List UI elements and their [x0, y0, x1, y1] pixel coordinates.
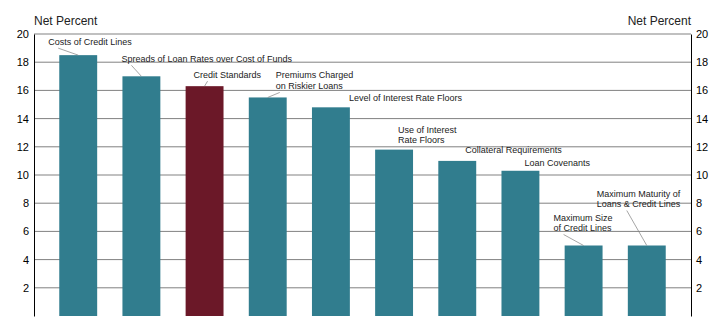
category-label: Level of Interest Rate Floors	[349, 93, 462, 104]
tick-label: 18	[17, 56, 29, 68]
tick-label: 14	[696, 113, 708, 125]
tick-label: 18	[696, 56, 708, 68]
tick-label: 12	[696, 141, 708, 153]
tick: 20	[17, 28, 34, 40]
category-label: Loan Covenants	[524, 157, 590, 168]
chart-container: 2 4 6 8 10 12 14 16 18 20 2 4 6 8 10 12 14 16 18 20 Net Perc…	[0, 0, 725, 328]
bars	[59, 55, 665, 316]
category-label: Spreads of Loan Rates over Cost of Funds	[121, 54, 292, 65]
tick-label: 6	[696, 225, 702, 237]
tick-label: 2	[696, 282, 702, 294]
axis-line	[34, 35, 35, 317]
chart: 2 4 6 8 10 12 14 16 18 20 2 4 6 8 10 12 14 16 18 20 Net Perc…	[0, 0, 725, 328]
tick-label: 4	[23, 254, 29, 266]
bar	[186, 86, 224, 316]
tick-label: 10	[17, 169, 29, 181]
tick-label: 20	[17, 28, 29, 40]
bar	[59, 55, 97, 316]
bar	[375, 150, 413, 316]
tick: 8	[23, 197, 34, 209]
bar	[249, 97, 287, 316]
tick-label: 20	[696, 28, 708, 40]
tick: 12	[17, 141, 34, 153]
tick: 14	[17, 113, 34, 125]
y-axis: 2 4 6 8 10 12 14 16 18 20	[17, 28, 35, 316]
tick-label: 8	[696, 197, 702, 209]
bar	[565, 246, 603, 317]
tick-label: 16	[696, 84, 708, 96]
category-label: Use of Interest Rate Floors	[398, 125, 457, 146]
tick-label: 2	[23, 282, 29, 294]
tick: 18	[691, 56, 708, 68]
tick-label: 6	[23, 225, 29, 237]
axis-label: Net Percent	[34, 14, 98, 28]
tick: 2	[691, 282, 702, 294]
bar	[628, 246, 666, 317]
tick: 14	[691, 113, 708, 125]
tick: 4	[23, 254, 34, 266]
axis-label: Net Percent	[628, 14, 692, 28]
tick: 12	[691, 141, 708, 153]
tick: 16	[691, 84, 708, 96]
tick-label: 14	[17, 113, 29, 125]
axis-line	[691, 35, 692, 317]
tick: 2	[23, 282, 34, 294]
category-label: Credit Standards	[194, 70, 262, 81]
tick-label: 10	[696, 169, 708, 181]
bar	[501, 171, 539, 316]
tick: 16	[17, 84, 34, 96]
bar	[122, 76, 160, 316]
category-label: Maximum Size of Credit Lines	[554, 213, 613, 234]
tick-label: 4	[696, 254, 702, 266]
leader-line	[205, 81, 208, 86]
tick: 20	[691, 28, 708, 40]
grid-line	[34, 34, 691, 35]
tick-label: 8	[23, 197, 29, 209]
tick: 6	[691, 225, 702, 237]
tick: 6	[23, 225, 34, 237]
category-label: Premiums Charged on Riskier Loans	[276, 70, 354, 91]
tick-label: 16	[17, 84, 29, 96]
category-label: Costs of Credit Lines	[48, 37, 132, 48]
leader-line	[564, 235, 584, 246]
leader-lines	[58, 48, 647, 245]
tick: 8	[691, 197, 702, 209]
bar	[438, 161, 476, 316]
tick: 10	[17, 169, 34, 181]
leader-line	[268, 92, 280, 97]
tick: 18	[17, 56, 34, 68]
leader-line	[627, 211, 647, 246]
tick: 4	[691, 254, 702, 266]
bar	[312, 107, 350, 316]
tick: 10	[691, 169, 708, 181]
leader-line	[131, 65, 141, 76]
y2-axis: 2 4 6 8 10 12 14 16 18 20	[691, 28, 708, 316]
category-label: Collateral Requirements	[465, 144, 562, 155]
tick-label: 12	[17, 141, 29, 153]
plot-area: 2 4 6 8 10 12 14 16 18 20 2 4 6 8 10 12 14 16 18 20 Net Perc…	[17, 14, 709, 317]
leader-line	[58, 48, 78, 55]
category-label: Maximum Maturity of Loans & Credit Lines	[597, 189, 681, 210]
